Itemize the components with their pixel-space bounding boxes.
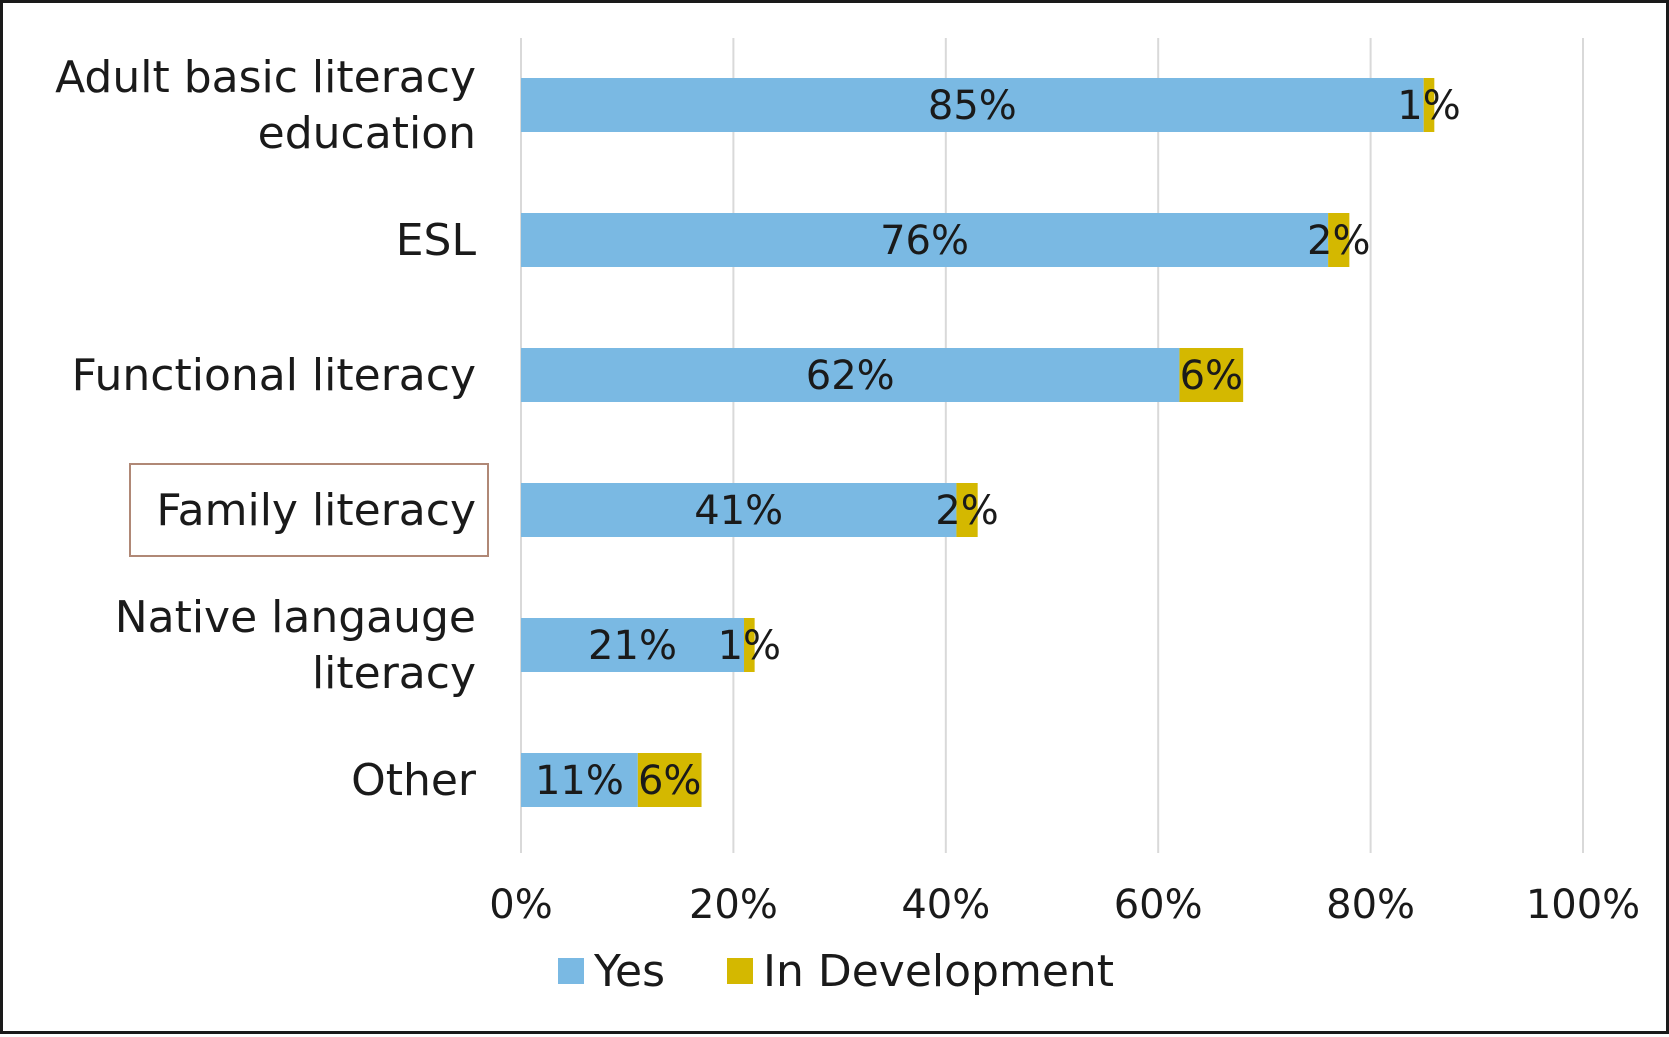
category-label-line: literacy [312, 648, 476, 699]
x-tick-label: 20% [689, 882, 778, 928]
data-label: 2% [1307, 218, 1370, 264]
bar-segment [1423, 78, 1435, 132]
bar-segment [1328, 213, 1350, 267]
category-label: Adult basic literacy education [55, 52, 476, 159]
legend-swatch [727, 958, 753, 984]
legend: Yes In Development [558, 946, 1114, 997]
category-label-line: Native langauge [115, 592, 476, 643]
bar-segment [521, 483, 957, 537]
data-label: 2% [935, 488, 998, 534]
bar-segment [956, 483, 978, 537]
data-label: 76% [880, 218, 969, 264]
bar-segment [521, 213, 1329, 267]
category-label: Functional literacy [72, 350, 476, 401]
bar-segment [521, 78, 1424, 132]
category-label: ESL [396, 215, 477, 266]
x-tick-label: 60% [1114, 882, 1203, 928]
category-label: Native langauge literacy [115, 592, 476, 699]
data-label: 1% [718, 623, 781, 669]
bar-segment [1179, 348, 1244, 402]
bars [521, 78, 1435, 807]
data-labels: 85% 1% 76% 2% 62% 6% 41% 2% 21% 1% 11% 6% [535, 83, 1461, 804]
x-tick-label: 100% [1526, 882, 1640, 928]
category-label-line: Functional literacy [72, 350, 476, 401]
category-label-line: education [258, 108, 476, 159]
legend-swatch [558, 958, 584, 984]
category-label: Family literacy [156, 485, 476, 536]
data-label: 85% [928, 83, 1017, 129]
bar-segment [521, 618, 745, 672]
data-label: 21% [588, 623, 677, 669]
data-label: 6% [638, 758, 701, 804]
x-tick-label: 0% [489, 882, 552, 928]
legend-label: In Development [763, 946, 1114, 997]
x-tick-label: 80% [1326, 882, 1415, 928]
data-label: 6% [1180, 353, 1243, 399]
x-tick-label: 40% [901, 882, 990, 928]
data-label: 1% [1397, 83, 1460, 129]
category-label-line: ESL [396, 215, 477, 266]
bar-segment [521, 348, 1180, 402]
data-label: 11% [535, 758, 624, 804]
category-labels: Adult basic literacy education ESL Function… [55, 52, 489, 806]
category-label-line: Other [351, 755, 477, 806]
category-highlight-box [129, 463, 489, 557]
gridlines [520, 38, 1584, 853]
category-label-line: Adult basic literacy [55, 52, 476, 103]
data-label: 62% [806, 353, 895, 399]
bar-segment [744, 618, 755, 672]
x-axis-tick-labels: 0% 20% 40% 60% 80% 100% [489, 882, 1640, 928]
bar-segment [521, 753, 638, 807]
category-label: Other [351, 755, 477, 806]
category-label-line: Family literacy [156, 485, 476, 536]
legend-label: Yes [593, 946, 665, 997]
data-label: 41% [694, 488, 783, 534]
stacked-bar-chart: 85% 1% 76% 2% 62% 6% 41% 2% 21% 1% 11% 6% Adult bas… [55, 38, 1640, 997]
bar-segment [637, 753, 702, 807]
